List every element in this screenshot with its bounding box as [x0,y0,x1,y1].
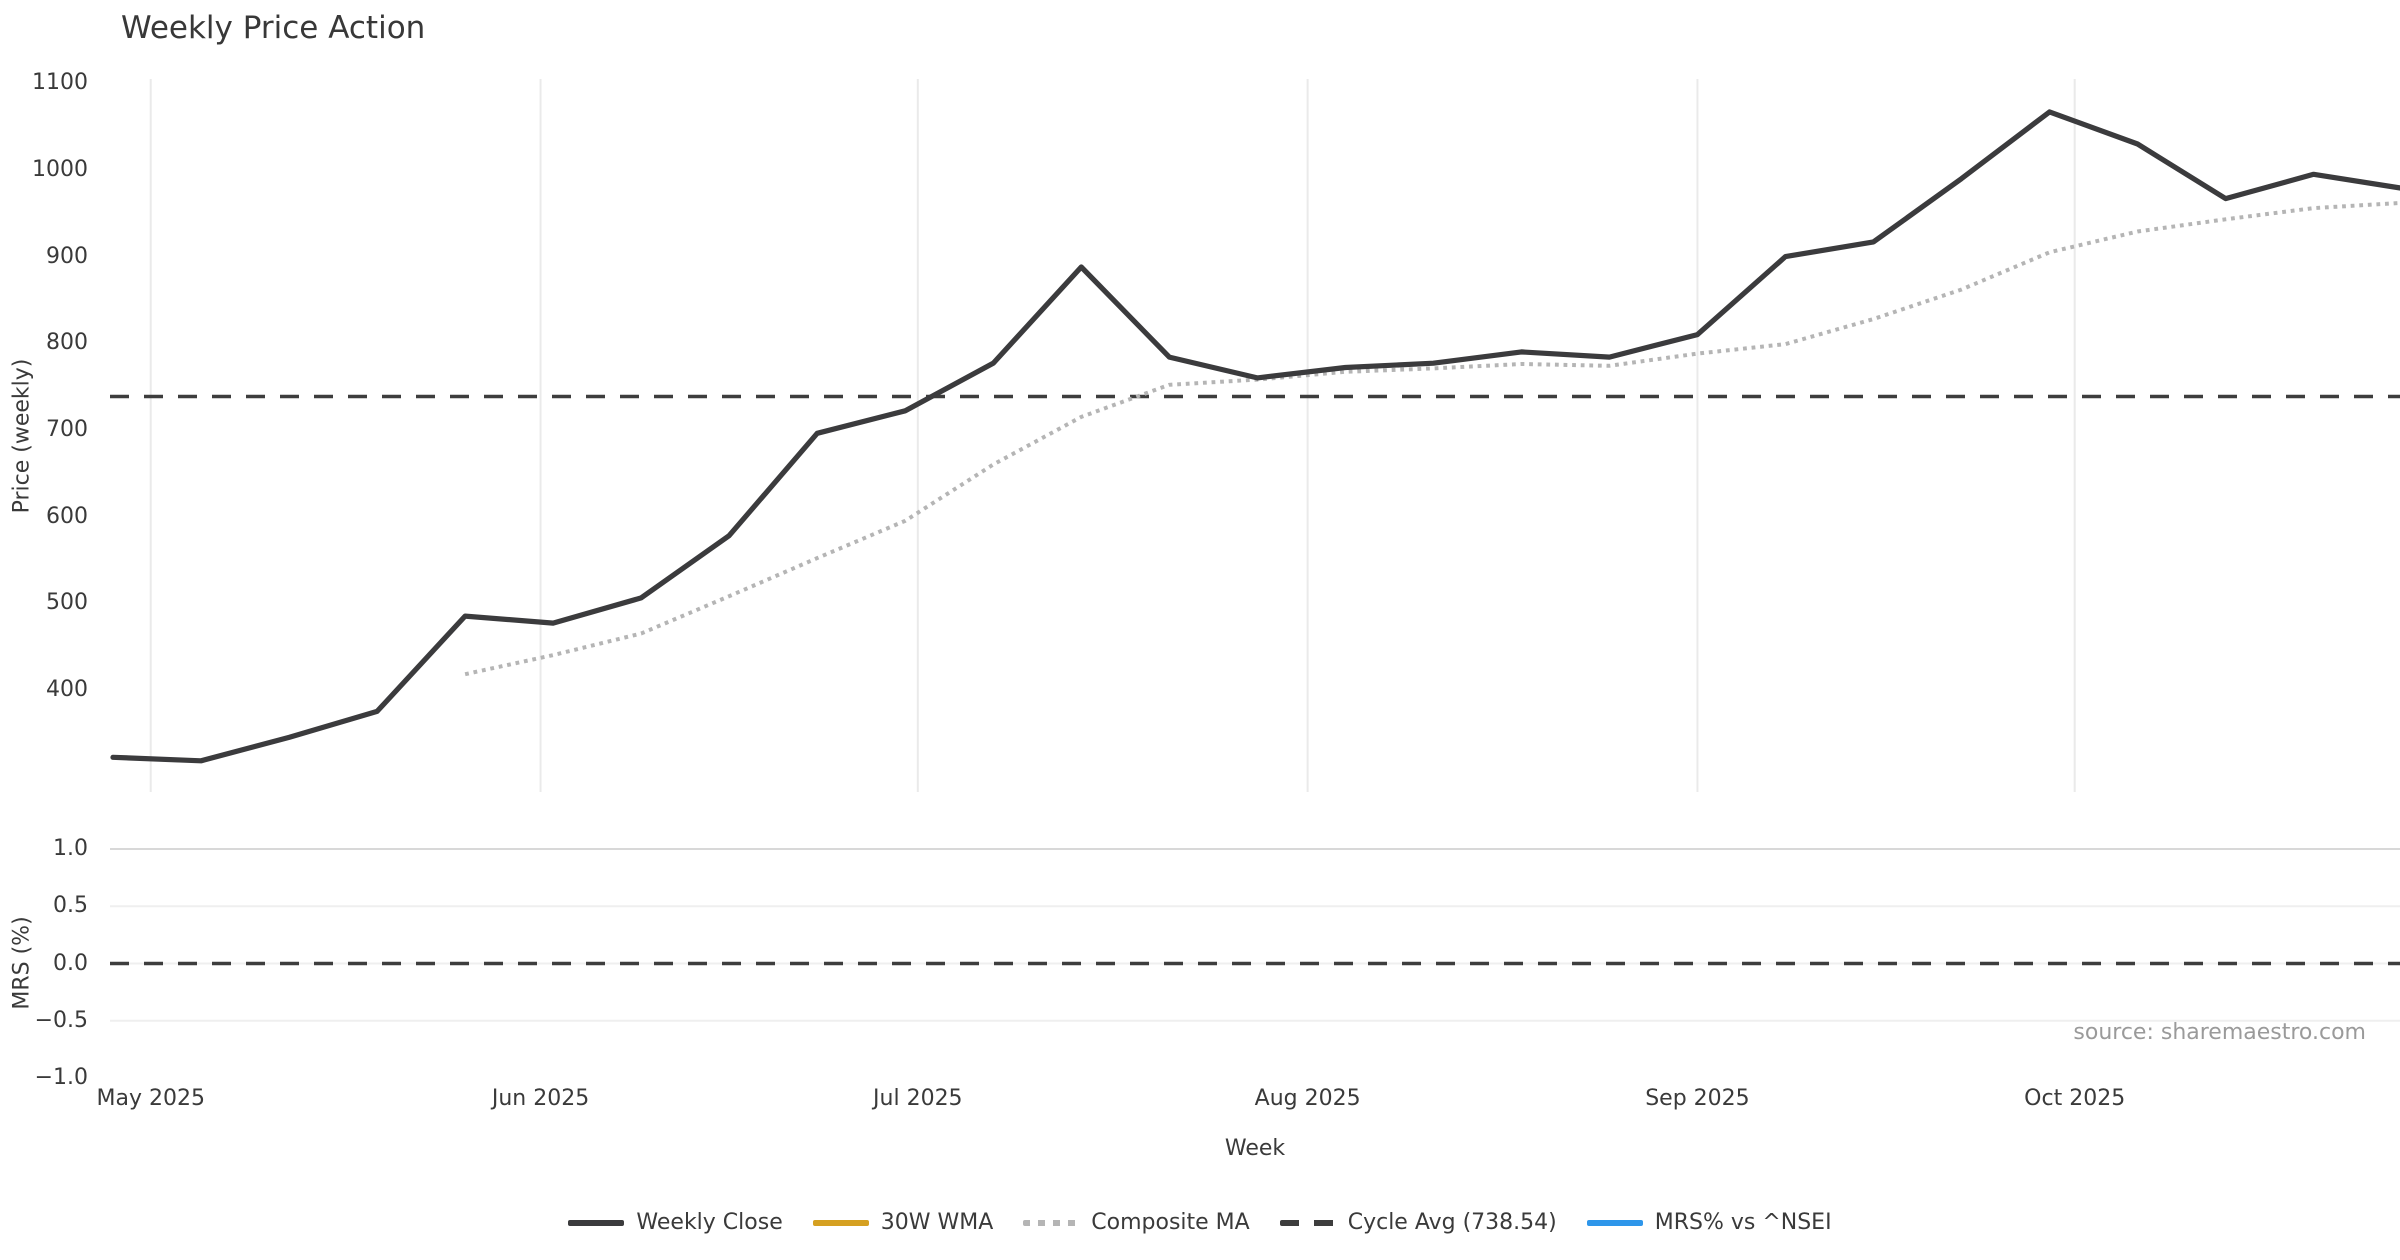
price-y-tick-600: 600 [46,503,88,529]
page-title: Weekly Price Action [121,10,426,46]
legend-swatch-solid [812,1219,869,1226]
legend-label: 30W WMA [880,1210,994,1235]
source-note: source: sharemaestro.com [2073,1020,2366,1045]
legend-item-weekly-close: Weekly Close [568,1210,783,1235]
legend-swatch-solid [1586,1219,1643,1226]
x-tick-may-2025: May 2025 [96,1086,205,1111]
legend-swatch-solid [568,1219,625,1226]
x-tick-jul-2025: Jul 2025 [873,1086,963,1111]
composite-ma-line [464,200,2400,677]
weekly-close-line [110,109,2400,764]
legend-item-30w-wma: 30W WMA [812,1210,994,1235]
price-y-tick-400: 400 [46,676,88,702]
legend-label: Weekly Close [636,1210,783,1235]
x-axis-ticks: May 2025 Jun 2025 Jul 2025 Aug 2025 Sep 2025… [0,1086,2400,1116]
x-tick-aug-2025: Aug 2025 [1254,1086,1361,1111]
x-tick-oct-2025: Oct 2025 [2024,1086,2126,1111]
mrs-y-tick--1: −1.0 [34,1065,88,1090]
mrs-y-tick-1: 1.0 [53,836,88,861]
legend-swatch-dashed [1279,1219,1336,1226]
legend-label: MRS% vs ^NSEI [1654,1210,1832,1235]
legend: Weekly Close 30W WMA Composite MA Cycle Avg… [0,1210,2400,1235]
x-tick-jun-2025: Jun 2025 [491,1086,590,1111]
x-axis-label: Week [1224,1136,1286,1161]
legend-label: Cycle Avg (738.54) [1347,1210,1557,1235]
mrs-axis-label: MRS (%) [9,916,35,1010]
mrs-y-tick--0.5: −0.5 [34,1007,88,1033]
price-axis-label: Price (weekly) [9,358,35,514]
legend-swatch-dotted [1023,1219,1080,1226]
price-y-tick-500: 500 [46,590,88,616]
mrs-y-axis-ticks: 1.0 0.5 0.0 −0.5 −1.0 [0,0,88,1260]
price-y-tick-900: 900 [46,243,88,269]
price-y-tick-1100: 1100 [32,70,88,96]
mrs-y-tick-0: 0.0 [53,950,88,976]
legend-item-composite-ma: Composite MA [1023,1210,1250,1235]
price-y-axis-ticks: 1100 1000 900 800 700 600 500 400 [0,0,88,1260]
price-y-tick-700: 700 [46,416,88,442]
legend-item-cycle-avg-738-54-: Cycle Avg (738.54) [1279,1210,1557,1235]
legend-label: Composite MA [1091,1210,1250,1235]
price-y-tick-800: 800 [46,330,88,356]
legend-item-mrs-vs-nsei: MRS% vs ^NSEI [1586,1210,1832,1235]
price-y-tick-1000: 1000 [32,156,88,182]
mrs-y-tick-0.5: 0.5 [53,893,88,919]
x-tick-sep-2025: Sep 2025 [1645,1086,1750,1111]
